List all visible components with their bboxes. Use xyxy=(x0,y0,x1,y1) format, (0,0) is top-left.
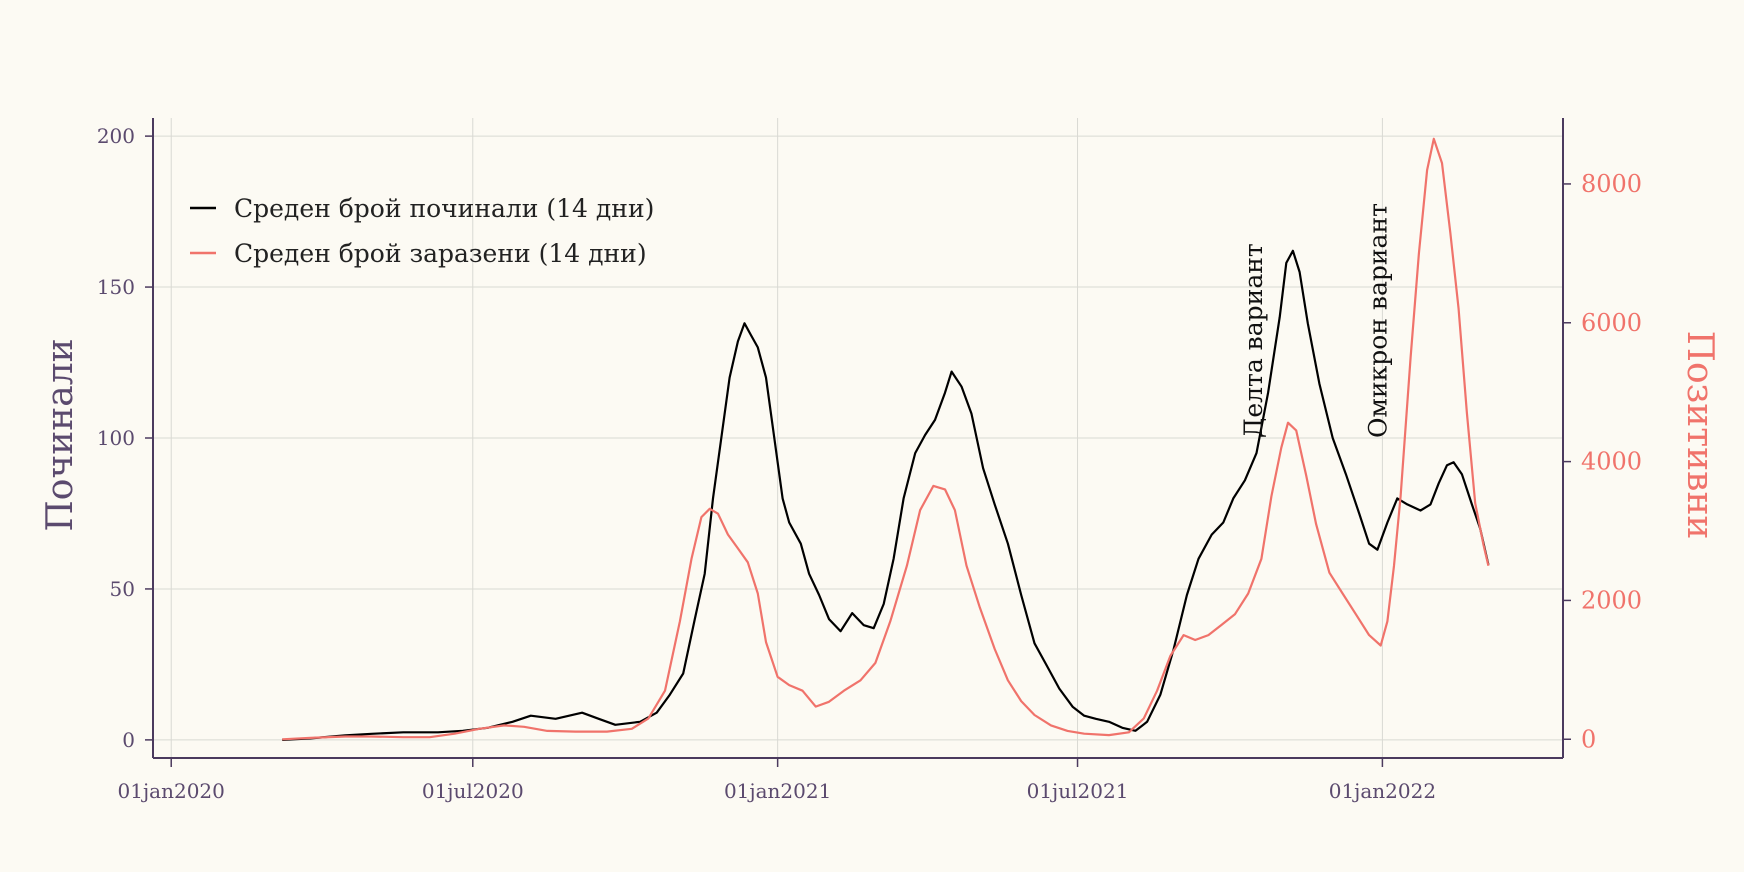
annotations: Делта вариант Омикрон вариант xyxy=(1239,203,1392,438)
y-tick-label-right: 0 xyxy=(1581,725,1596,753)
y-axis-label-right: Позитивни xyxy=(1679,331,1720,540)
y-tick-label-left: 150 xyxy=(97,275,135,299)
y-axis-label-left: Починали xyxy=(40,338,81,531)
y-tick-label-right: 8000 xyxy=(1581,170,1642,198)
series-lines xyxy=(282,137,1490,741)
x-tick-label: 01jul2020 xyxy=(422,779,524,803)
y-tick-label-left: 50 xyxy=(110,577,135,601)
x-tick-label: 01jan2021 xyxy=(724,779,831,803)
annotation-omicron: Омикрон вариант xyxy=(1363,203,1392,438)
annotation-delta: Делта вариант xyxy=(1239,243,1268,438)
series-line-cases xyxy=(282,137,1490,741)
legend-label-deaths: Среден брой починали (14 дни) xyxy=(234,194,654,223)
y-tick-label-left: 100 xyxy=(97,426,135,450)
y-tick-label-right: 4000 xyxy=(1581,448,1642,476)
y-tick-label-left: 0 xyxy=(122,728,135,752)
y-tick-label-right: 6000 xyxy=(1581,309,1642,337)
y-tick-label-right: 2000 xyxy=(1581,586,1642,614)
gridlines xyxy=(153,118,1563,758)
x-tick-label: 01jul2021 xyxy=(1027,779,1129,803)
y-tick-label-left: 200 xyxy=(97,124,135,148)
x-tick-label: 01jan2020 xyxy=(118,779,225,803)
x-tick-label: 01jan2022 xyxy=(1329,779,1436,803)
series-line-deaths xyxy=(282,249,1490,741)
legend-label-cases: Среден брой заразени (14 дни) xyxy=(234,239,647,268)
legend: Среден брой починали (14 дни) Среден бро… xyxy=(190,194,654,268)
